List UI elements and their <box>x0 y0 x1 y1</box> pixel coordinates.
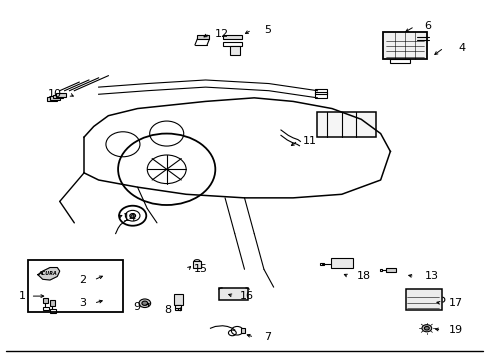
Text: 8: 8 <box>164 305 171 315</box>
Text: 18: 18 <box>356 271 370 282</box>
Text: 15: 15 <box>193 264 207 274</box>
Bar <box>314 93 326 98</box>
Text: 14: 14 <box>122 212 137 222</box>
Text: 10: 10 <box>48 89 62 99</box>
Text: 11: 11 <box>302 136 316 146</box>
Polygon shape <box>38 267 60 280</box>
Bar <box>319 262 323 265</box>
Circle shape <box>142 301 147 305</box>
Bar <box>389 59 409 63</box>
Text: 16: 16 <box>239 291 253 301</box>
Text: 1: 1 <box>19 291 26 301</box>
Text: 9: 9 <box>133 302 140 312</box>
Bar <box>385 268 395 272</box>
Bar <box>219 288 248 300</box>
Text: 12: 12 <box>215 28 229 39</box>
Text: 3: 3 <box>80 298 86 308</box>
Bar <box>193 261 201 268</box>
Bar <box>42 307 48 310</box>
Bar <box>50 309 56 313</box>
Text: 4: 4 <box>458 43 465 53</box>
Bar <box>47 98 57 101</box>
Bar <box>229 46 239 55</box>
Circle shape <box>421 325 431 332</box>
Text: 19: 19 <box>448 325 462 335</box>
Text: 7: 7 <box>264 332 270 342</box>
Bar <box>330 257 352 267</box>
Bar <box>222 42 242 46</box>
Bar <box>50 300 55 306</box>
Text: 13: 13 <box>424 271 438 282</box>
Bar <box>175 307 181 310</box>
Bar <box>175 305 181 307</box>
Bar <box>174 294 183 305</box>
Text: ACURA: ACURA <box>39 271 57 276</box>
Bar <box>53 95 62 98</box>
Text: 17: 17 <box>448 298 462 308</box>
Bar <box>317 112 375 137</box>
Bar <box>314 89 326 94</box>
Bar <box>405 289 442 310</box>
Bar <box>42 298 47 303</box>
Bar <box>240 328 245 333</box>
Text: 2: 2 <box>79 275 86 285</box>
Bar <box>222 35 242 39</box>
Circle shape <box>129 213 135 218</box>
Text: 5: 5 <box>264 25 270 35</box>
Bar <box>28 260 122 312</box>
Text: 6: 6 <box>424 21 430 31</box>
Bar <box>379 269 381 271</box>
Bar <box>382 32 426 59</box>
Circle shape <box>139 299 150 307</box>
Bar <box>50 96 60 100</box>
Bar <box>197 35 209 39</box>
Circle shape <box>424 327 428 330</box>
Bar <box>56 93 65 97</box>
